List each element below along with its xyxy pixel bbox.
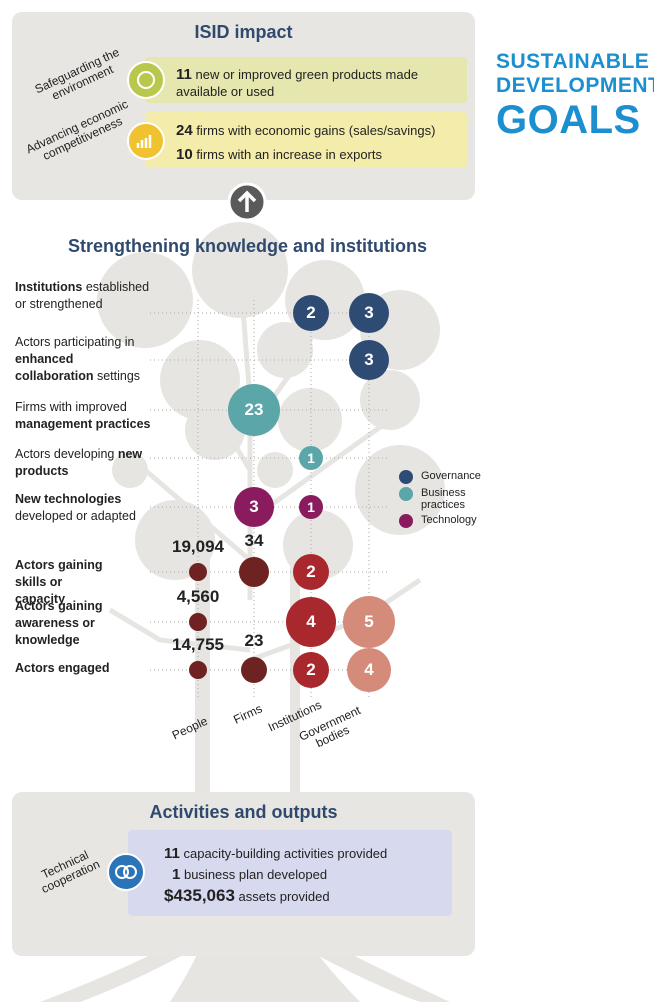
bubble: 5 <box>343 596 395 648</box>
bubble-value: 14,755 <box>172 635 224 655</box>
impact-number: 24 <box>176 122 193 139</box>
row-label: Firms with improved management practices <box>15 399 155 433</box>
bubble: 23 <box>228 384 280 436</box>
impact-text: firms with economic gains (sales/savings… <box>196 123 435 138</box>
impact-item: 11 new or improved green products made a… <box>176 66 446 100</box>
row-label-part: Actors participating in <box>15 335 135 349</box>
row-label-part: Institutions <box>15 280 82 294</box>
row-label-part: enhanced collaboration <box>15 352 93 383</box>
impact-number: 11 <box>176 66 192 83</box>
row-label-part: Firms with improved <box>15 400 127 414</box>
row-label-part: Actors gaining awareness or knowledge <box>15 599 103 647</box>
row-label: Actors participating in enhanced collabo… <box>15 334 155 385</box>
row-label: Actors gaining awareness or knowledge <box>15 598 115 649</box>
impact-item: 24 firms with economic gains (sales/savi… <box>176 122 446 139</box>
impact-item: 10 firms with an increase in exports <box>176 146 446 163</box>
bubble: 2 <box>293 652 329 688</box>
row-label: Actors developing new products <box>15 446 155 480</box>
impact-text: new or improved green products made avai… <box>176 67 418 99</box>
infographic: ISID impactSafeguarding the environment1… <box>0 0 654 1002</box>
bubble <box>241 657 267 683</box>
row-label-part: developed or adapted <box>15 509 136 523</box>
row-label-part: management practices <box>15 417 150 431</box>
logo-text: SUSTAINABLE <box>496 50 649 74</box>
bubble: 3 <box>349 293 389 333</box>
legend-label: Governance <box>421 470 481 482</box>
impact-text: firms with an increase in exports <box>196 147 382 162</box>
row-label: Actors engaged <box>15 660 115 677</box>
bubble: 4 <box>347 648 391 692</box>
activity-number: 11 <box>164 845 180 862</box>
bubble: 1 <box>299 495 323 519</box>
bubble-value: 19,094 <box>172 537 224 557</box>
bubble <box>189 613 207 631</box>
bubble-value: 4,560 <box>177 587 220 607</box>
bubble-value: 23 <box>245 631 264 651</box>
activity-item: 11 capacity-building activities provided <box>164 845 444 862</box>
activity-number: $435,063 <box>164 886 235 905</box>
row-label-part: Actors developing <box>15 447 118 461</box>
legend-dot <box>399 514 413 528</box>
bubble: 2 <box>293 295 329 331</box>
bubble: 1 <box>299 446 323 470</box>
impact-title: ISID impact <box>12 22 475 43</box>
legend-dot <box>399 470 413 484</box>
activity-text: capacity-building activities provided <box>183 846 387 861</box>
activity-text: assets provided <box>239 889 330 904</box>
bubble: 4 <box>286 597 336 647</box>
row-label-part: Actors engaged <box>15 661 109 675</box>
bubble <box>189 563 207 581</box>
legend-label: Business practices <box>421 487 481 511</box>
legend-dot <box>399 487 413 501</box>
row-label: New technologies developed or adapted <box>15 491 155 525</box>
impact-number: 10 <box>176 146 193 163</box>
activities-title: Activities and outputs <box>12 802 475 823</box>
bubble-value: 34 <box>245 531 264 551</box>
bubble: 3 <box>234 487 274 527</box>
activity-item: $435,063 assets provided <box>164 887 444 905</box>
logo-text: DEVELOPMENT <box>496 74 654 98</box>
bubble <box>239 557 269 587</box>
activity-number: 1 <box>172 866 180 883</box>
activity-item: 1 business plan developed <box>172 866 452 883</box>
bubble <box>189 661 207 679</box>
row-label-part: settings <box>93 369 140 383</box>
row-label: Institutions established or strengthened <box>15 279 155 313</box>
bubble: 3 <box>349 340 389 380</box>
section-title: Strengthening knowledge and institutions <box>0 236 495 257</box>
bubble: 2 <box>293 554 329 590</box>
legend-label: Technology <box>421 514 481 526</box>
activity-text: business plan developed <box>184 867 327 882</box>
logo-text: GOALS <box>496 98 641 143</box>
row-label-part: New technologies <box>15 492 121 506</box>
